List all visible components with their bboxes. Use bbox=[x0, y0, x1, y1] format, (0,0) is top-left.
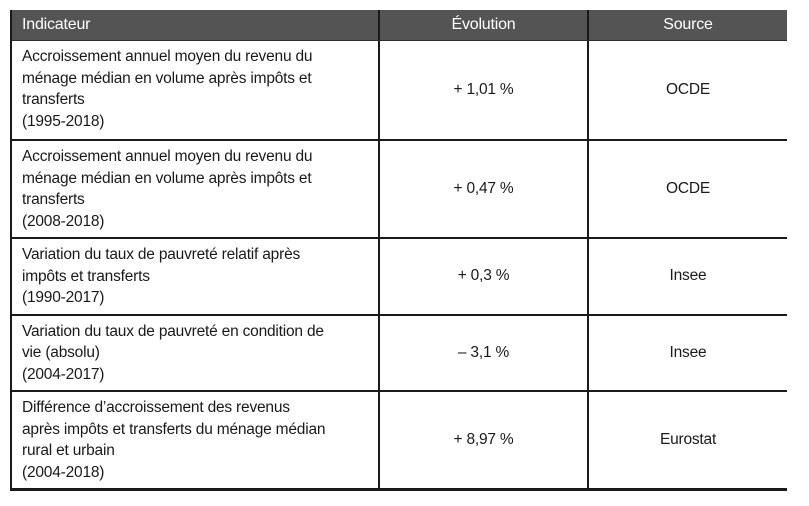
indicator-label: Accroissement annuel moyen du revenu du … bbox=[22, 48, 313, 108]
evolution-value: + 0,47 % bbox=[378, 141, 587, 237]
column-header-source: Source bbox=[587, 10, 787, 40]
source-value: Insee bbox=[587, 239, 787, 314]
source-value: Insee bbox=[587, 315, 787, 390]
indicator-label: Différence d’accroissement des revenus a… bbox=[22, 399, 326, 459]
column-header-indicateur: Indicateur bbox=[22, 16, 91, 33]
table-row: Variation du taux de pauvreté relatif ap… bbox=[12, 237, 787, 314]
indicator-period: (1995-2018) bbox=[22, 112, 105, 130]
indicator-period: (2004-2017) bbox=[22, 365, 105, 383]
evolution-value: + 0,3 % bbox=[378, 239, 587, 314]
indicator-cell: Variation du taux de pauvreté relatif ap… bbox=[12, 239, 378, 314]
table-row: Accroissement annuel moyen du revenu du … bbox=[12, 41, 787, 139]
source-value: OCDE bbox=[587, 41, 787, 139]
indicator-period: (1990-2017) bbox=[22, 289, 105, 306]
table-row: Variation du taux de pauvreté en conditi… bbox=[12, 313, 787, 391]
table-row: Accroissement annuel moyen du revenu du … bbox=[12, 139, 787, 237]
indicator-cell: Différence d’accroissement des revenus a… bbox=[12, 392, 378, 488]
indicator-cell: Accroissement annuel moyen du revenu du … bbox=[12, 141, 378, 237]
source-value: Eurostat bbox=[587, 392, 787, 488]
indicator-period: (2004-2018) bbox=[22, 463, 105, 481]
table-row: Différence d’accroissement des revenus a… bbox=[12, 390, 787, 488]
table-header-row: Indicateur Évolution Source bbox=[12, 10, 787, 41]
evolution-value: + 1,01 % bbox=[378, 41, 587, 139]
source-value: OCDE bbox=[587, 141, 787, 237]
indicator-label: Accroissement annuel moyen du revenu du … bbox=[22, 148, 313, 208]
indicator-cell: Accroissement annuel moyen du revenu du … bbox=[12, 41, 378, 139]
indicator-period: (2008-2018) bbox=[22, 212, 105, 230]
column-header-evolution: Évolution bbox=[378, 10, 587, 40]
indicator-cell: Variation du taux de pauvreté en conditi… bbox=[12, 316, 378, 391]
evolution-value: – 3,1 % bbox=[378, 315, 587, 390]
evolution-value: + 8,97 % bbox=[378, 392, 587, 488]
indicator-label: Variation du taux de pauvreté relatif ap… bbox=[22, 246, 301, 285]
indicator-label: Variation du taux de pauvreté en conditi… bbox=[22, 322, 324, 362]
indicator-table: Indicateur Évolution Source Accroissemen… bbox=[10, 10, 787, 491]
